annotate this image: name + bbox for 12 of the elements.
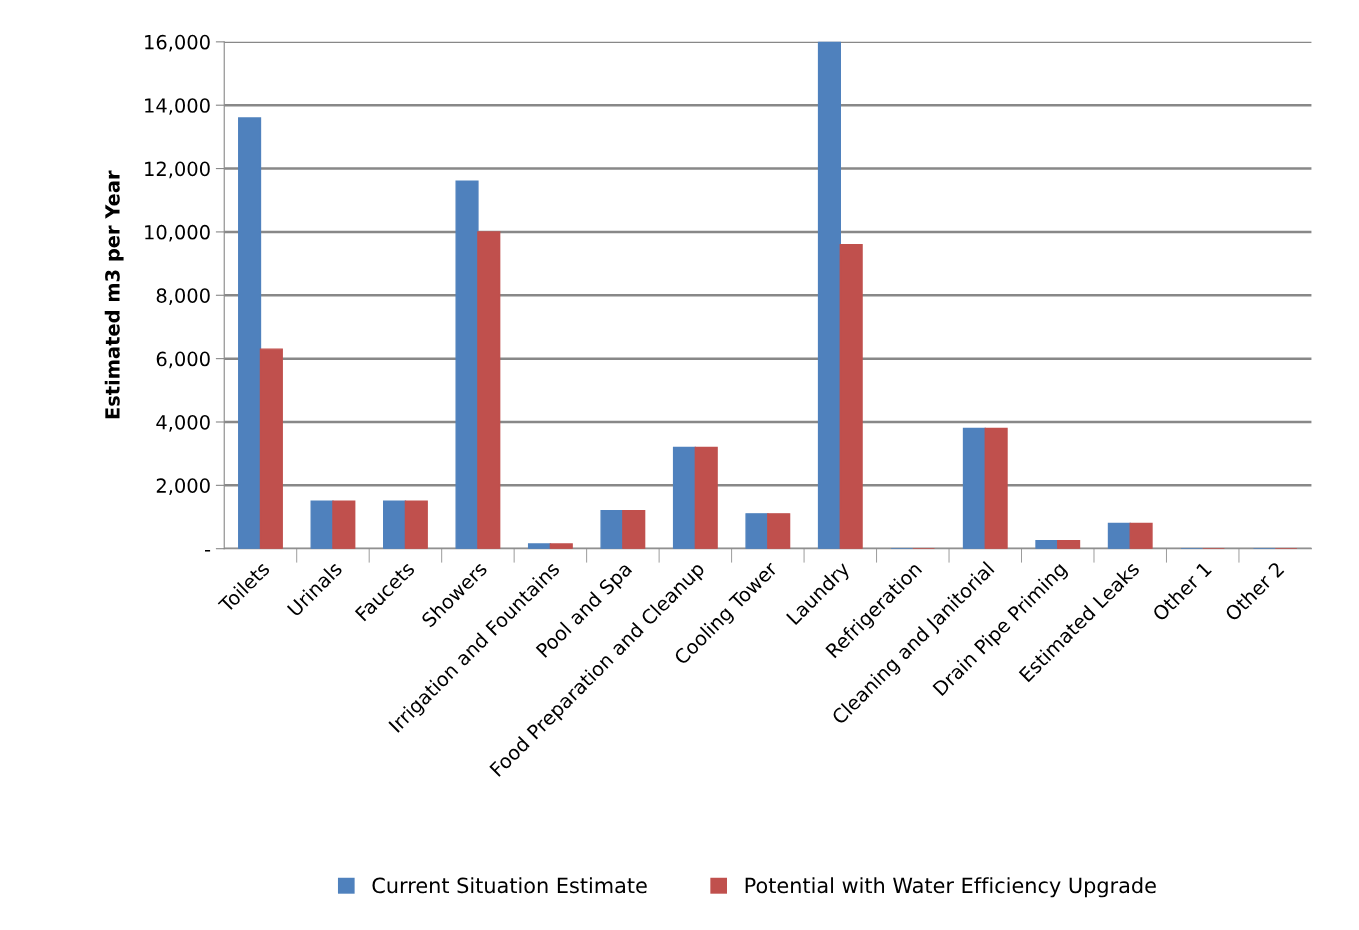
- y-tick-label: 8,000: [156, 288, 210, 305]
- y-tick-label: -: [204, 549, 211, 552]
- y-tick-label: 2,000: [156, 478, 210, 495]
- y-tick-label: 6,000: [156, 351, 210, 369]
- y-tick-label: 12,000: [145, 161, 210, 179]
- y-tick-label: 16,000: [145, 34, 210, 52]
- y-tick-label: 14,000: [145, 98, 210, 115]
- y-tick-label: 4,000: [156, 414, 210, 432]
- legend-label: Potential with Water Efficiency Upgrade: [745, 877, 1156, 898]
- legend-label: Current Situation Estimate: [372, 877, 647, 894]
- y-axis-title: Estimated m3 per Year: [104, 170, 124, 419]
- y-tick-label: 10,000: [145, 224, 210, 242]
